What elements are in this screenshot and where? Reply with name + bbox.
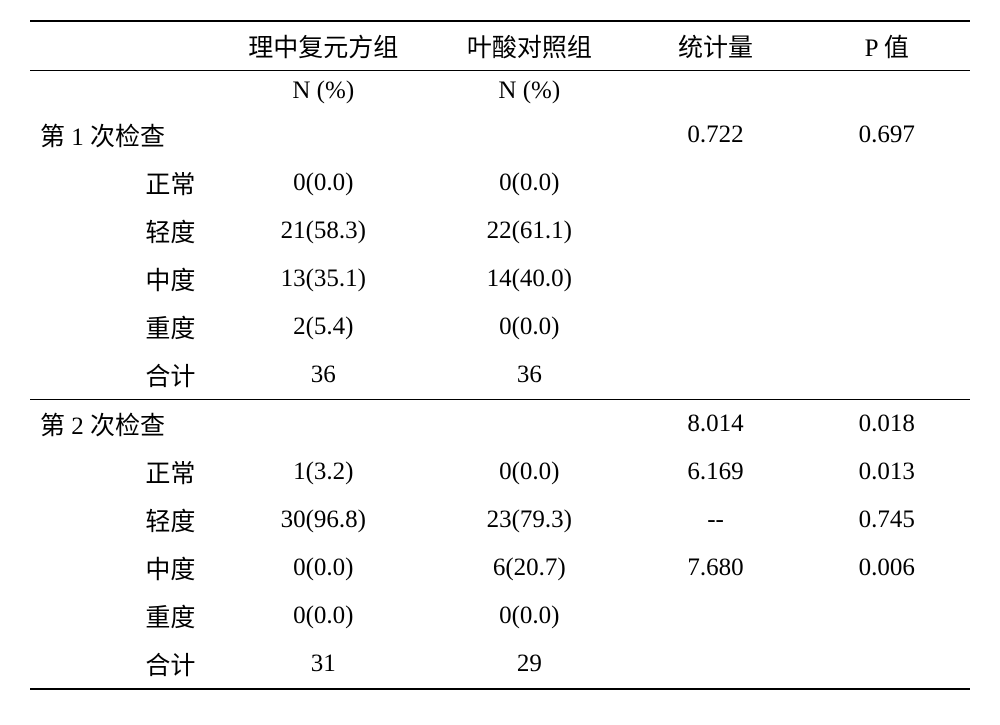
table-row: 正常 1(3.2) 0(0.0) 6.169 0.013	[30, 448, 970, 496]
row-g2: 29	[431, 640, 627, 689]
row-g2: 0(0.0)	[431, 303, 627, 351]
row-g2: 0(0.0)	[431, 159, 627, 207]
table-row: 合计 31 29	[30, 640, 970, 689]
table-row: 中度 13(35.1) 14(40.0)	[30, 255, 970, 303]
row-g1: 31	[215, 640, 431, 689]
section2-p: 0.018	[804, 400, 970, 449]
row-stat: 6.169	[628, 448, 804, 496]
header-group2: 叶酸对照组	[431, 21, 627, 71]
row-label: 重度	[30, 303, 215, 351]
comparison-table: 理中复元方组 叶酸对照组 统计量 P 值 N (%) N (%) 第 1 次检查…	[30, 20, 970, 690]
row-p	[804, 351, 970, 400]
row-g1: 0(0.0)	[215, 159, 431, 207]
header-group1: 理中复元方组	[215, 21, 431, 71]
row-g2: 6(20.7)	[431, 544, 627, 592]
row-stat	[628, 592, 804, 640]
row-label: 正常	[30, 159, 215, 207]
row-label: 合计	[30, 640, 215, 689]
row-p: 0.006	[804, 544, 970, 592]
row-g1: 30(96.8)	[215, 496, 431, 544]
row-stat	[628, 351, 804, 400]
row-stat	[628, 159, 804, 207]
row-stat	[628, 303, 804, 351]
table-row: 合计 36 36	[30, 351, 970, 400]
header-stat: 统计量	[628, 21, 804, 71]
row-label: 轻度	[30, 207, 215, 255]
row-g1: 36	[215, 351, 431, 400]
table-row: 正常 0(0.0) 0(0.0)	[30, 159, 970, 207]
section1-title-row: 第 1 次检查 0.722 0.697	[30, 111, 970, 159]
header-row: 理中复元方组 叶酸对照组 统计量 P 值	[30, 21, 970, 71]
row-p	[804, 640, 970, 689]
row-stat	[628, 255, 804, 303]
table-row: 中度 0(0.0) 6(20.7) 7.680 0.006	[30, 544, 970, 592]
row-g1: 13(35.1)	[215, 255, 431, 303]
row-g1: 21(58.3)	[215, 207, 431, 255]
row-g1: 0(0.0)	[215, 592, 431, 640]
row-p: 0.745	[804, 496, 970, 544]
subheader-group1: N (%)	[215, 71, 431, 112]
row-g1: 0(0.0)	[215, 544, 431, 592]
row-label: 重度	[30, 592, 215, 640]
row-p	[804, 592, 970, 640]
header-p: P 值	[804, 21, 970, 71]
row-g2: 14(40.0)	[431, 255, 627, 303]
table-row: 轻度 21(58.3) 22(61.1)	[30, 207, 970, 255]
row-stat	[628, 640, 804, 689]
section2-stat: 8.014	[628, 400, 804, 449]
row-label: 轻度	[30, 496, 215, 544]
row-label: 中度	[30, 544, 215, 592]
section2-title: 第 2 次检查	[30, 400, 215, 449]
row-g2: 0(0.0)	[431, 592, 627, 640]
section1-title: 第 1 次检查	[30, 111, 215, 159]
row-g2: 36	[431, 351, 627, 400]
row-g2: 22(61.1)	[431, 207, 627, 255]
section1-stat: 0.722	[628, 111, 804, 159]
row-p: 0.013	[804, 448, 970, 496]
row-stat	[628, 207, 804, 255]
section2-title-row: 第 2 次检查 8.014 0.018	[30, 400, 970, 449]
subheader-group2: N (%)	[431, 71, 627, 112]
row-stat: --	[628, 496, 804, 544]
row-g2: 23(79.3)	[431, 496, 627, 544]
table-row: 重度 0(0.0) 0(0.0)	[30, 592, 970, 640]
section1-p: 0.697	[804, 111, 970, 159]
row-g1: 2(5.4)	[215, 303, 431, 351]
table-row: 轻度 30(96.8) 23(79.3) -- 0.745	[30, 496, 970, 544]
subheader-row: N (%) N (%)	[30, 71, 970, 112]
row-p	[804, 159, 970, 207]
row-label: 中度	[30, 255, 215, 303]
row-p	[804, 207, 970, 255]
row-label: 合计	[30, 351, 215, 400]
row-label: 正常	[30, 448, 215, 496]
table-row: 重度 2(5.4) 0(0.0)	[30, 303, 970, 351]
row-g2: 0(0.0)	[431, 448, 627, 496]
row-stat: 7.680	[628, 544, 804, 592]
row-p	[804, 303, 970, 351]
row-g1: 1(3.2)	[215, 448, 431, 496]
row-p	[804, 255, 970, 303]
